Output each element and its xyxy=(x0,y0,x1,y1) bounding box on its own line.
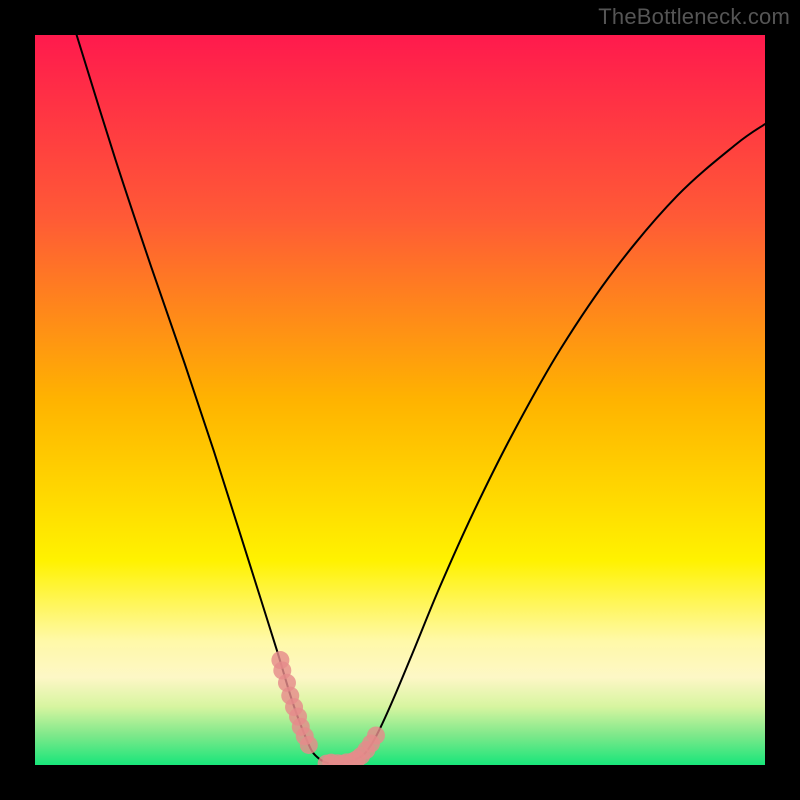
bottleneck-chart-svg xyxy=(0,0,800,800)
marker-dot xyxy=(367,726,385,744)
gradient-background xyxy=(35,35,765,765)
marker-dot xyxy=(300,736,318,754)
chart-canvas: TheBottleneck.com xyxy=(0,0,800,800)
watermark-text: TheBottleneck.com xyxy=(598,4,790,30)
